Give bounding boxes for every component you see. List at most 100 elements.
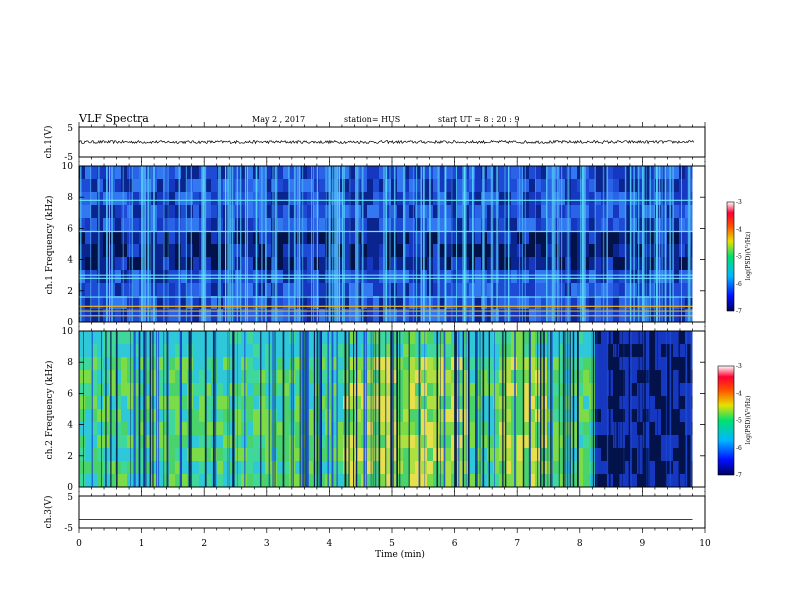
spectrogram-cell (103, 283, 109, 297)
spectrogram-cell (439, 422, 445, 436)
spectrogram-cell (487, 296, 493, 310)
spectrogram-cell (445, 331, 451, 345)
spectrogram-cell (301, 296, 307, 310)
spectrogram-cell (115, 383, 121, 397)
spectrogram-cell (193, 474, 199, 488)
spectrogram-cell (625, 270, 631, 284)
spectrogram-cell (151, 396, 157, 410)
spectrogram-cell (433, 422, 439, 436)
spectrogram-cell (265, 370, 271, 384)
spectrogram-cell (517, 409, 523, 423)
figure-title: VLF Spectra (78, 112, 149, 125)
spectrogram-cell (355, 331, 361, 345)
spectrogram-cell (673, 370, 679, 384)
spectrogram-cell (79, 179, 85, 193)
spectrogram-cell (127, 270, 133, 284)
spectrogram-cell (577, 218, 583, 232)
spectrogram-cell (619, 270, 625, 284)
spectrogram-cell (541, 283, 547, 297)
spectrogram-cell (229, 422, 235, 436)
spectrogram-cell (439, 344, 445, 358)
spectrogram-cell (613, 370, 619, 384)
spectrogram-cell (361, 270, 367, 284)
spectrogram-cell (637, 283, 643, 297)
spectrogram-cell (511, 179, 517, 193)
spectrogram-cell (181, 270, 187, 284)
spectrogram-cell (151, 474, 157, 488)
spectrogram-cell (535, 296, 541, 310)
spectrogram-cell (619, 331, 625, 345)
spectrogram-cell (97, 218, 103, 232)
spectrogram-cell (583, 244, 589, 258)
spectrogram-cell (283, 331, 289, 345)
spectrogram-cell (241, 435, 247, 449)
spectrogram-cell (127, 357, 133, 371)
spectrogram-cell (91, 357, 97, 371)
spectrogram-cell (349, 383, 355, 397)
spectrogram-cell (235, 331, 241, 345)
spectrogram-cell (331, 435, 337, 449)
spectrogram-cell (613, 166, 619, 180)
spectrogram-cell (643, 448, 649, 462)
spectrogram-cell (547, 409, 553, 423)
spectrogram-cell (511, 192, 517, 206)
spectrogram-cell (583, 396, 589, 410)
spectrogram-cell (565, 283, 571, 297)
spec-ytick-label: 2 (67, 452, 73, 462)
spectrogram-cell (355, 474, 361, 488)
spectrogram-cell (619, 357, 625, 371)
spectrogram-cell (505, 422, 511, 436)
spectrogram-cell (379, 257, 385, 271)
spectrogram-cell (421, 396, 427, 410)
spectrogram-cell (199, 396, 205, 410)
spectrogram-cell (121, 205, 127, 219)
spectrogram-cell (673, 166, 679, 180)
spectrogram-cell (613, 257, 619, 271)
spectrogram-cell (553, 448, 559, 462)
spectrogram-cell (145, 383, 151, 397)
spectrogram-cell (163, 331, 169, 345)
spectrogram-cell (175, 192, 181, 206)
spectrogram-cell (229, 383, 235, 397)
spectrogram-cell (583, 331, 589, 345)
spectrogram-cell (223, 422, 229, 436)
spectrogram-cell (235, 257, 241, 271)
ch1-ytick-bottom: -5 (64, 153, 73, 163)
spectrogram-cell (259, 344, 265, 358)
spectrogram-cell (277, 422, 283, 436)
spectrogram-cell (85, 409, 91, 423)
spectrogram-cell (529, 244, 535, 258)
spectrogram-cell (79, 344, 85, 358)
spectrogram-cell (271, 331, 277, 345)
spectrogram-cell (619, 166, 625, 180)
spectrogram-cell (127, 218, 133, 232)
spectrogram-cell (523, 435, 529, 449)
spectrogram-cell (439, 461, 445, 475)
spectrogram-cell (553, 218, 559, 232)
spectrogram-cell (157, 231, 163, 245)
spectrogram-cell (541, 218, 547, 232)
spectrogram-cell (439, 357, 445, 371)
spectrogram-cell (547, 383, 553, 397)
spectrogram-cell (415, 218, 421, 232)
spectrogram-cell (655, 383, 661, 397)
spectrogram-cell (403, 218, 409, 232)
spectrogram-cell (631, 192, 637, 206)
spectrogram-cell (163, 396, 169, 410)
spectrogram-cell (103, 205, 109, 219)
spectrogram-cell (445, 231, 451, 245)
spectrogram-cell (613, 283, 619, 297)
spectrogram-cell (379, 205, 385, 219)
spectrogram-cell (313, 357, 319, 371)
ch1-ytick-top: 5 (67, 124, 73, 134)
spectrogram-cell (595, 383, 601, 397)
spectrogram-cell (199, 331, 205, 345)
spectrogram-cell (217, 396, 223, 410)
ch1-spectrogram-cells (79, 166, 705, 323)
spectrogram-cell (205, 383, 211, 397)
spectrogram-cell (529, 231, 535, 245)
spectrogram-cell (673, 192, 679, 206)
spectrogram-cell (289, 192, 295, 206)
spectrogram-cell (157, 192, 163, 206)
